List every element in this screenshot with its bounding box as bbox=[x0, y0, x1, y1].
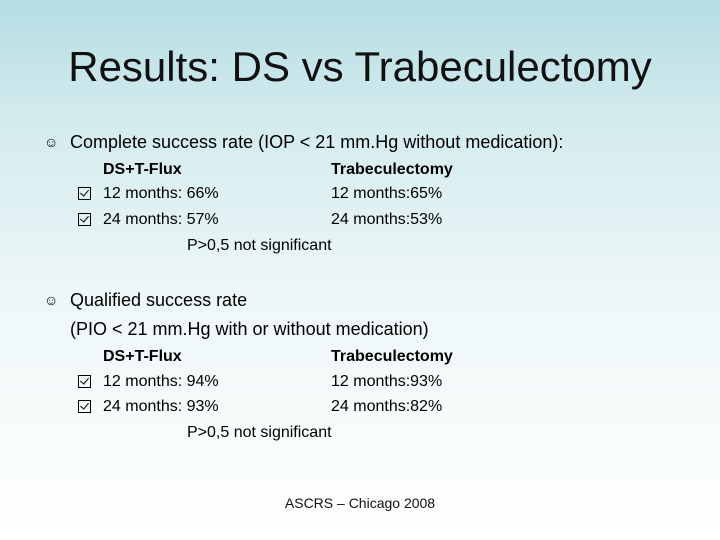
col-header-trabeculectomy: Trabeculectomy bbox=[331, 161, 453, 178]
section-heading-line2: (PIO < 21 mm.Hg with or without medicati… bbox=[70, 319, 429, 339]
checkbox-icon bbox=[78, 213, 91, 226]
checkbox-icon bbox=[78, 187, 91, 200]
smiley-icon: ☺ bbox=[44, 134, 59, 150]
row-right: 24 months:82% bbox=[331, 398, 443, 415]
slide-title: Results: DS vs Trabeculectomy bbox=[68, 43, 652, 90]
col-header-ds-tflux: DS+T-Flux bbox=[103, 348, 182, 365]
col-header-trabeculectomy: Trabeculectomy bbox=[331, 348, 453, 365]
slide-footer: ASCRS – Chicago 2008 bbox=[284, 495, 436, 511]
section-heading: Complete success rate (IOP < 21 mm.Hg wi… bbox=[70, 132, 564, 152]
checkbox-icon bbox=[78, 375, 91, 388]
col-header-ds-tflux: DS+T-Flux bbox=[103, 161, 182, 178]
smiley-icon: ☺ bbox=[44, 292, 59, 308]
row-right: 24 months:53% bbox=[331, 211, 443, 228]
section-heading: Qualified success rate bbox=[70, 290, 248, 310]
row-right: 12 months:93% bbox=[331, 373, 443, 390]
checkbox-icon bbox=[78, 400, 91, 413]
row-left: 24 months: 57% bbox=[103, 211, 219, 228]
row-left: 12 months: 94% bbox=[103, 373, 219, 390]
significance-note: P>0,5 not significant bbox=[187, 237, 332, 254]
row-left: 12 months: 66% bbox=[103, 185, 219, 202]
row-left: 24 months: 93% bbox=[103, 398, 219, 415]
row-right: 12 months:65% bbox=[331, 185, 443, 202]
significance-note: P>0,5 not significant bbox=[187, 424, 332, 441]
